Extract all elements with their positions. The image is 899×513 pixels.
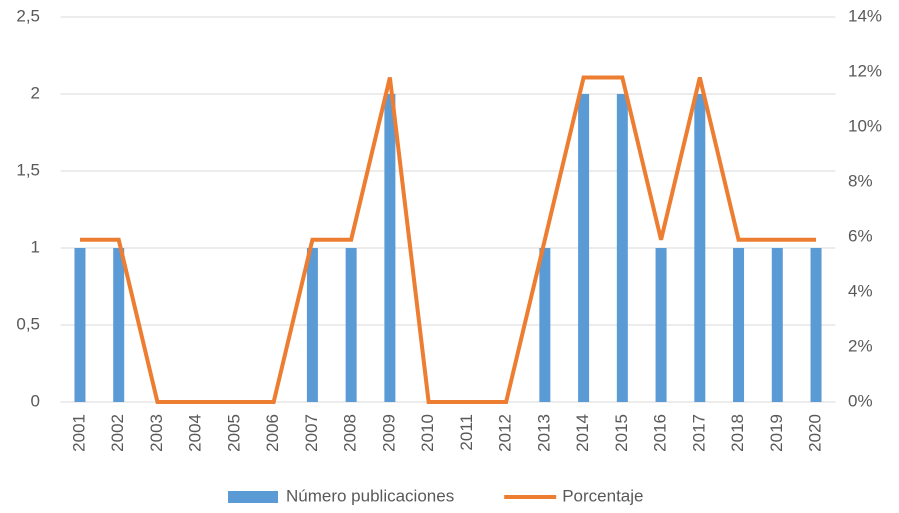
x-tick-label: 2009 — [379, 414, 398, 452]
y2-tick-label: 8% — [848, 171, 873, 190]
bar — [345, 248, 357, 402]
y2-tick-label: 0% — [848, 391, 873, 410]
line — [79, 75, 817, 404]
bar — [306, 248, 318, 402]
y2-tick-label: 14% — [848, 6, 882, 25]
y2-tick-label: 12% — [848, 61, 882, 80]
bar — [733, 248, 745, 402]
x-tick-label: 2015 — [612, 414, 631, 452]
x-tick-label: 2020 — [806, 414, 825, 452]
y2-tick-label: 2% — [848, 336, 873, 355]
bar — [539, 248, 551, 402]
bar — [810, 248, 822, 402]
bar — [578, 94, 590, 402]
y-tick-label: 0 — [31, 391, 40, 410]
x-tick-label: 2016 — [651, 414, 670, 452]
x-tick-label: 2004 — [186, 414, 205, 452]
bar — [616, 94, 628, 402]
bar — [655, 248, 667, 402]
x-tick-label: 2017 — [689, 414, 708, 452]
y-tick-label: 1,5 — [16, 160, 40, 179]
legend-label: Porcentaje — [562, 486, 643, 505]
x-tick-label: 2011 — [457, 414, 476, 451]
x-tick-label: 2005 — [224, 414, 243, 452]
bar — [74, 248, 86, 402]
bar — [384, 94, 396, 402]
x-tick-label: 2006 — [263, 414, 282, 452]
x-tick-label: 2018 — [728, 414, 747, 452]
bar — [694, 94, 706, 402]
y2-tick-label: 10% — [848, 116, 882, 135]
x-tick-label: 2008 — [341, 414, 360, 452]
bar — [771, 248, 783, 402]
y2-tick-label: 4% — [848, 281, 873, 300]
y-tick-label: 2,5 — [16, 6, 40, 25]
x-tick-label: 2014 — [573, 414, 592, 452]
x-tick-label: 2002 — [108, 414, 127, 452]
x-tick-label: 2010 — [418, 414, 437, 452]
legend-label: Número publicaciones — [286, 486, 454, 505]
bar — [113, 248, 125, 402]
x-tick-label: 2003 — [147, 414, 166, 452]
y2-tick-label: 6% — [848, 226, 873, 245]
legend-swatch — [228, 491, 278, 503]
x-tick-label: 2013 — [534, 414, 553, 452]
y-tick-label: 0,5 — [16, 314, 40, 333]
x-tick-label: 2007 — [302, 414, 321, 452]
x-tick-label: 2019 — [767, 414, 786, 452]
y-tick-label: 1 — [31, 237, 40, 256]
x-tick-label: 2001 — [69, 414, 88, 452]
x-tick-label: 2012 — [496, 414, 515, 452]
y-tick-label: 2 — [31, 83, 40, 102]
